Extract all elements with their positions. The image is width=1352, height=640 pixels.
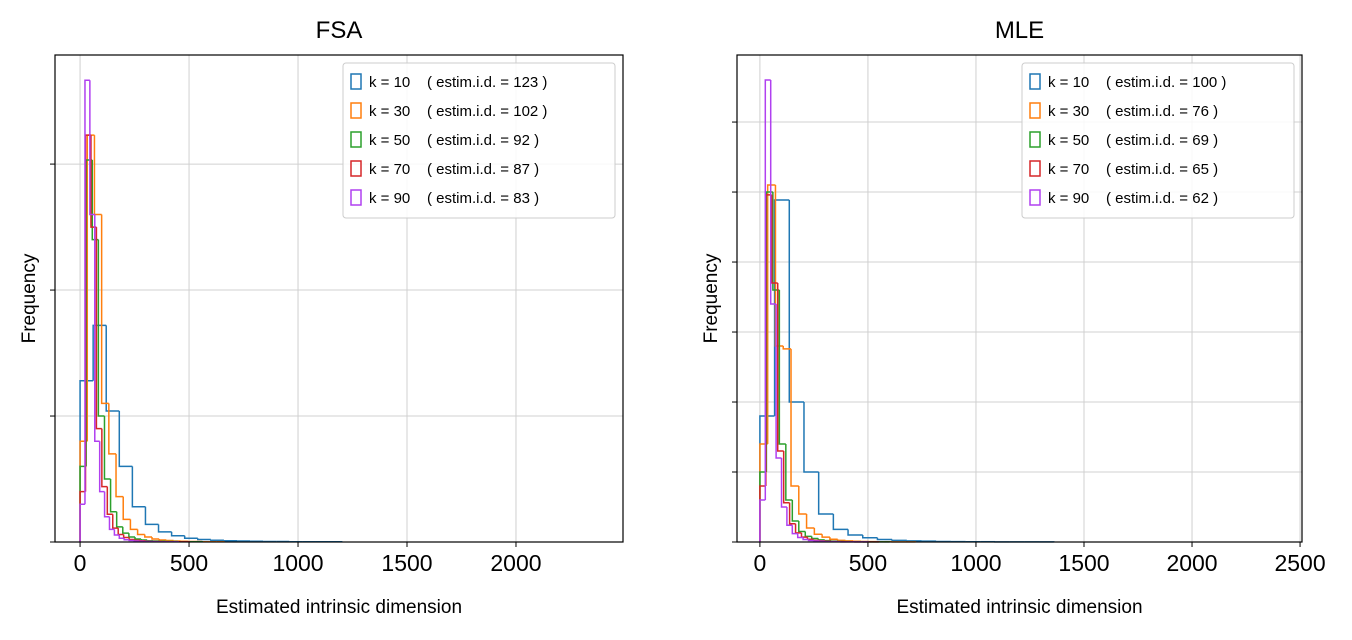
hist-step (830, 537, 838, 539)
hist-step (119, 411, 132, 466)
hist-step (132, 466, 145, 506)
hist-step (129, 537, 134, 539)
hist-step (814, 528, 822, 534)
hist-step (145, 507, 158, 525)
hist-step (799, 486, 807, 514)
y-axis-label: Frequency (19, 253, 40, 343)
hist-step (80, 504, 85, 542)
x-tick-label: 1500 (1058, 550, 1109, 576)
hist-step (812, 536, 818, 538)
hist-step (152, 537, 159, 539)
hist-step (798, 534, 803, 538)
hist-step (799, 521, 805, 531)
hist-step (198, 538, 211, 539)
hist-step (819, 472, 834, 514)
legend-label: k = 10 ( estim.i.d. = 100 ) (1048, 74, 1226, 91)
hist-step (822, 534, 830, 537)
hist-step (123, 497, 130, 520)
hist-step (166, 540, 173, 541)
x-tick-label: 2000 (1166, 550, 1217, 576)
hist-step (907, 540, 922, 541)
hist-step (825, 540, 831, 541)
hist-step (134, 540, 139, 541)
x-tick-label: 2500 (1274, 550, 1325, 576)
legend-label: k = 30 ( estim.i.d. = 102 ) (369, 103, 547, 120)
legend-label: k = 90 ( estim.i.d. = 83 ) (369, 190, 539, 207)
x-tick-label: 0 (74, 550, 87, 576)
hist-step (892, 539, 907, 540)
legend-label: k = 50 ( estim.i.d. = 92 ) (369, 132, 539, 149)
hist-step (145, 534, 152, 537)
hist-step (805, 532, 811, 537)
legend-label: k = 90 ( estim.i.d. = 62 ) (1048, 190, 1218, 207)
legend-label: k = 30 ( estim.i.d. = 76 ) (1048, 103, 1218, 120)
hist-step (792, 500, 798, 521)
x-tick-label: 0 (754, 550, 767, 576)
hist-step (838, 539, 846, 540)
hist-step (135, 537, 141, 539)
hist-step (863, 535, 878, 538)
legend-label: k = 50 ( estim.i.d. = 69 ) (1048, 132, 1218, 149)
hist-step (102, 214, 109, 403)
hist-step (224, 540, 237, 541)
x-tick-label: 500 (849, 550, 887, 576)
hist-step (130, 519, 137, 529)
hist-step (159, 539, 166, 540)
x-tick-label: 1500 (381, 550, 432, 576)
hist-step (123, 527, 129, 533)
legend-label: k = 10 ( estim.i.d. = 123 ) (369, 74, 547, 91)
hist-step (807, 514, 815, 528)
hist-step (172, 532, 185, 536)
x-tick-label: 1000 (272, 550, 323, 576)
y-axis-label: Frequency (701, 253, 722, 343)
hist-step (791, 349, 799, 486)
chart-title: MLE (995, 17, 1044, 44)
panel: 0 500 1000 1500 2000 2500 MLE Estimated intrins… (701, 17, 1326, 618)
x-tick-label: 2000 (490, 550, 541, 576)
hist-step (814, 540, 819, 541)
hist-step (104, 416, 110, 479)
legend-label: k = 70 ( estim.i.d. = 87 ) (369, 161, 539, 178)
hist-step (848, 529, 863, 535)
hist-step (801, 533, 807, 537)
hist-step (833, 514, 848, 529)
hist-step (135, 539, 140, 540)
hist-step (185, 536, 198, 539)
hist-step (877, 538, 892, 540)
hist-step (159, 524, 172, 532)
hist-step (211, 539, 224, 540)
hist-step (138, 529, 145, 534)
hist-step (106, 325, 119, 411)
x-tick-label: 500 (170, 550, 208, 576)
hist-step (141, 539, 147, 540)
panel: 0 500 1000 1500 2000 FSA Estimated intrinsic d… (19, 17, 623, 618)
x-axis-label: Estimated intrinsic dimension (216, 597, 462, 618)
chart-title: FSA (316, 17, 363, 44)
hist-step (117, 512, 123, 527)
hist-step (129, 540, 134, 541)
hist-step (845, 540, 853, 541)
hist-step (804, 402, 819, 472)
x-tick-label: 1000 (950, 550, 1001, 576)
hist-step (129, 533, 135, 537)
hist-step (784, 451, 790, 503)
hist-step (779, 290, 785, 444)
x-axis-label: Estimated intrinsic dimension (896, 597, 1142, 618)
legend-label: k = 70 ( estim.i.d. = 65 ) (1048, 161, 1218, 178)
hist-step (94, 135, 101, 214)
hist-step (760, 500, 765, 542)
